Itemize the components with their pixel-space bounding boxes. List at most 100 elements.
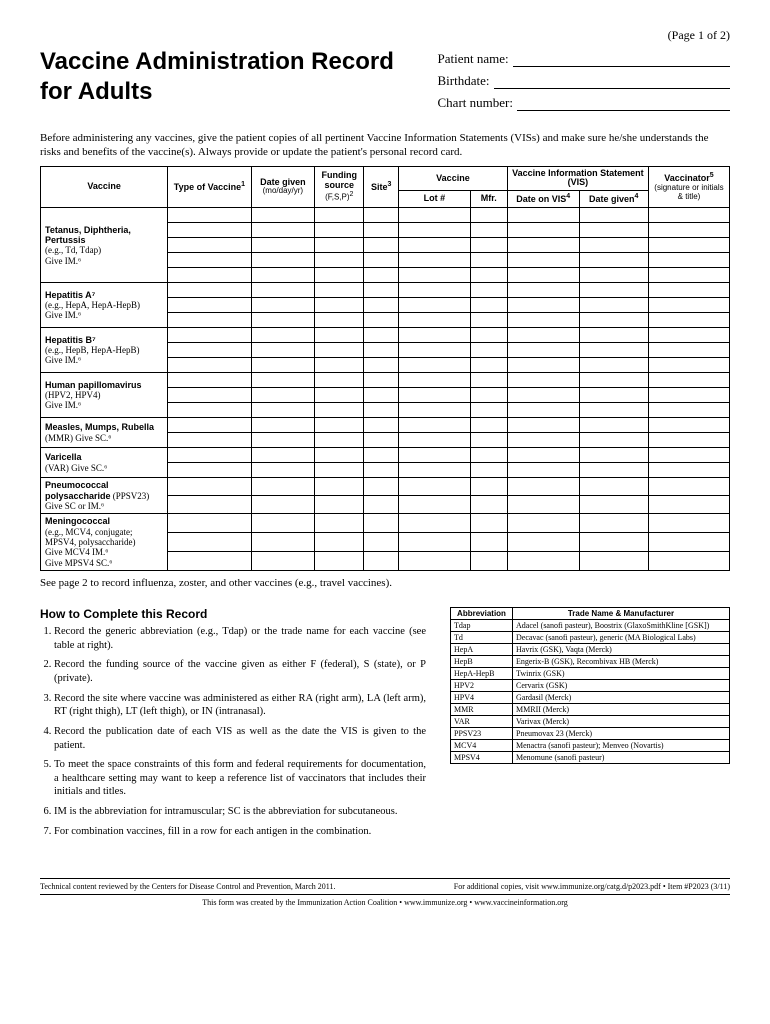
data-cell[interactable] xyxy=(364,238,399,253)
data-cell[interactable] xyxy=(251,463,315,478)
data-cell[interactable] xyxy=(648,514,729,533)
data-cell[interactable] xyxy=(470,514,507,533)
data-cell[interactable] xyxy=(168,514,251,533)
data-cell[interactable] xyxy=(579,388,648,403)
data-cell[interactable] xyxy=(648,388,729,403)
data-cell[interactable] xyxy=(507,514,579,533)
data-cell[interactable] xyxy=(315,496,364,514)
data-cell[interactable] xyxy=(399,358,471,373)
data-cell[interactable] xyxy=(315,328,364,343)
data-cell[interactable] xyxy=(251,496,315,514)
data-cell[interactable] xyxy=(507,433,579,448)
data-cell[interactable] xyxy=(168,238,251,253)
data-cell[interactable] xyxy=(507,268,579,283)
data-cell[interactable] xyxy=(168,388,251,403)
data-cell[interactable] xyxy=(315,223,364,238)
data-cell[interactable] xyxy=(470,478,507,496)
data-cell[interactable] xyxy=(168,496,251,514)
data-cell[interactable] xyxy=(399,343,471,358)
data-cell[interactable] xyxy=(315,403,364,418)
data-cell[interactable] xyxy=(168,533,251,552)
patient-name-line[interactable] xyxy=(513,53,730,67)
data-cell[interactable] xyxy=(579,208,648,223)
data-cell[interactable] xyxy=(507,328,579,343)
data-cell[interactable] xyxy=(364,514,399,533)
data-cell[interactable] xyxy=(470,533,507,552)
data-cell[interactable] xyxy=(470,388,507,403)
data-cell[interactable] xyxy=(251,253,315,268)
data-cell[interactable] xyxy=(470,433,507,448)
data-cell[interactable] xyxy=(399,283,471,298)
data-cell[interactable] xyxy=(507,253,579,268)
data-cell[interactable] xyxy=(315,373,364,388)
data-cell[interactable] xyxy=(315,208,364,223)
data-cell[interactable] xyxy=(399,388,471,403)
data-cell[interactable] xyxy=(168,253,251,268)
data-cell[interactable] xyxy=(648,268,729,283)
data-cell[interactable] xyxy=(168,208,251,223)
data-cell[interactable] xyxy=(251,433,315,448)
data-cell[interactable] xyxy=(168,373,251,388)
data-cell[interactable] xyxy=(470,403,507,418)
data-cell[interactable] xyxy=(648,403,729,418)
data-cell[interactable] xyxy=(251,448,315,463)
data-cell[interactable] xyxy=(251,373,315,388)
data-cell[interactable] xyxy=(364,373,399,388)
data-cell[interactable] xyxy=(168,478,251,496)
data-cell[interactable] xyxy=(315,552,364,571)
data-cell[interactable] xyxy=(364,533,399,552)
data-cell[interactable] xyxy=(648,223,729,238)
data-cell[interactable] xyxy=(579,448,648,463)
data-cell[interactable] xyxy=(315,283,364,298)
data-cell[interactable] xyxy=(399,533,471,552)
data-cell[interactable] xyxy=(315,463,364,478)
data-cell[interactable] xyxy=(364,463,399,478)
data-cell[interactable] xyxy=(168,283,251,298)
data-cell[interactable] xyxy=(251,268,315,283)
data-cell[interactable] xyxy=(579,373,648,388)
data-cell[interactable] xyxy=(364,358,399,373)
data-cell[interactable] xyxy=(579,478,648,496)
data-cell[interactable] xyxy=(648,343,729,358)
data-cell[interactable] xyxy=(399,268,471,283)
data-cell[interactable] xyxy=(364,208,399,223)
data-cell[interactable] xyxy=(470,418,507,433)
data-cell[interactable] xyxy=(648,463,729,478)
data-cell[interactable] xyxy=(399,223,471,238)
data-cell[interactable] xyxy=(364,552,399,571)
data-cell[interactable] xyxy=(399,514,471,533)
data-cell[interactable] xyxy=(251,403,315,418)
data-cell[interactable] xyxy=(399,328,471,343)
data-cell[interactable] xyxy=(251,533,315,552)
data-cell[interactable] xyxy=(470,448,507,463)
data-cell[interactable] xyxy=(399,433,471,448)
data-cell[interactable] xyxy=(507,358,579,373)
data-cell[interactable] xyxy=(251,358,315,373)
data-cell[interactable] xyxy=(315,433,364,448)
data-cell[interactable] xyxy=(168,343,251,358)
data-cell[interactable] xyxy=(364,403,399,418)
data-cell[interactable] xyxy=(507,496,579,514)
data-cell[interactable] xyxy=(579,358,648,373)
data-cell[interactable] xyxy=(470,268,507,283)
birthdate-line[interactable] xyxy=(494,75,731,89)
data-cell[interactable] xyxy=(579,313,648,328)
data-cell[interactable] xyxy=(315,313,364,328)
data-cell[interactable] xyxy=(507,298,579,313)
data-cell[interactable] xyxy=(579,283,648,298)
data-cell[interactable] xyxy=(251,298,315,313)
data-cell[interactable] xyxy=(648,418,729,433)
data-cell[interactable] xyxy=(364,283,399,298)
data-cell[interactable] xyxy=(470,373,507,388)
data-cell[interactable] xyxy=(579,343,648,358)
data-cell[interactable] xyxy=(364,448,399,463)
data-cell[interactable] xyxy=(168,313,251,328)
data-cell[interactable] xyxy=(470,253,507,268)
data-cell[interactable] xyxy=(470,343,507,358)
data-cell[interactable] xyxy=(364,328,399,343)
chart-number-line[interactable] xyxy=(517,97,730,111)
data-cell[interactable] xyxy=(507,418,579,433)
data-cell[interactable] xyxy=(399,298,471,313)
data-cell[interactable] xyxy=(579,238,648,253)
data-cell[interactable] xyxy=(168,223,251,238)
